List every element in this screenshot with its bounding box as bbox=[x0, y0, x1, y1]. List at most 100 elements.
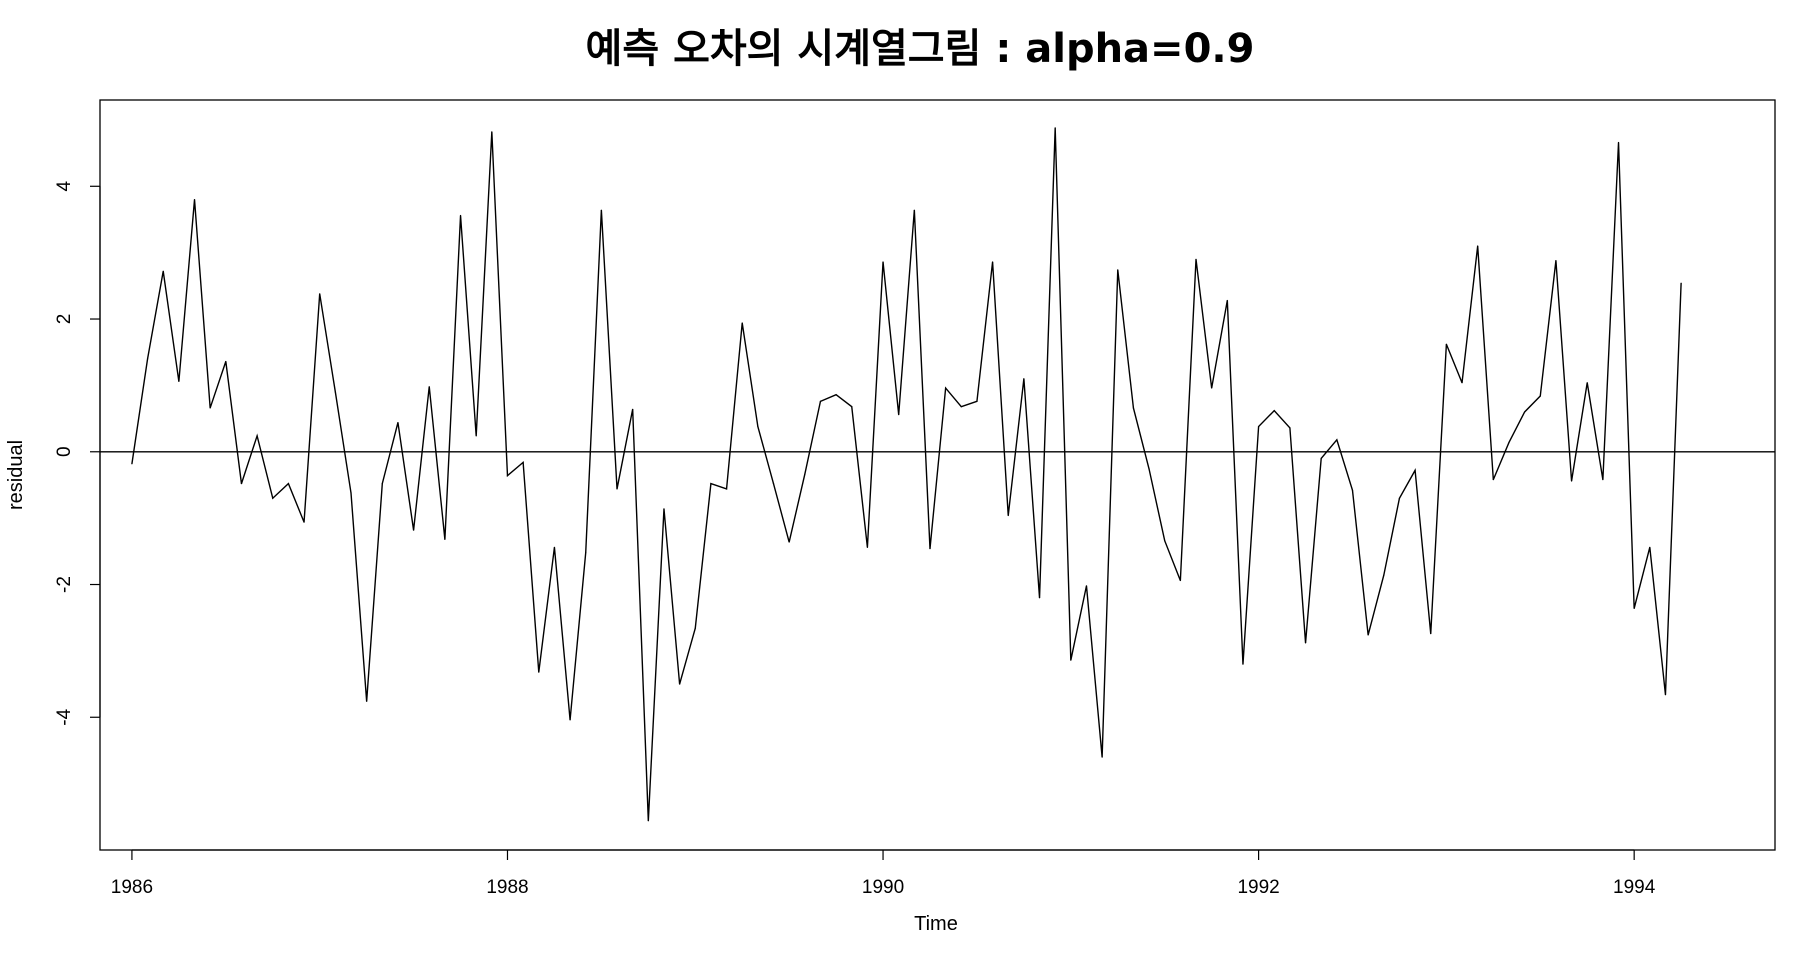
data-point-57 bbox=[1007, 514, 1009, 517]
data-point-85 bbox=[1445, 343, 1447, 345]
data-point-46 bbox=[835, 394, 837, 396]
chart-title: 예측 오차의 시계열그림 : alpha=0.9 bbox=[586, 26, 1255, 72]
data-point-50 bbox=[898, 414, 900, 416]
data-points-group bbox=[131, 127, 1682, 822]
data-point-77 bbox=[1320, 457, 1322, 460]
data-point-5 bbox=[193, 198, 196, 201]
data-point-17 bbox=[381, 483, 383, 485]
data-point-38 bbox=[710, 483, 712, 485]
data-point-41 bbox=[757, 425, 759, 428]
data-point-100 bbox=[1680, 282, 1682, 284]
x-tick-label: 1986 bbox=[111, 877, 153, 898]
y-axis: -4 -2 0 2 4 bbox=[54, 181, 101, 726]
data-point-29 bbox=[569, 719, 571, 721]
data-point-92 bbox=[1555, 260, 1557, 262]
data-point-65 bbox=[1132, 407, 1135, 409]
data-point-13 bbox=[319, 293, 321, 295]
data-point-79 bbox=[1351, 489, 1354, 491]
data-point-21 bbox=[444, 538, 446, 540]
data-point-74 bbox=[1273, 410, 1275, 412]
y-tick-label: 2 bbox=[54, 314, 75, 325]
data-point-78 bbox=[1336, 439, 1338, 441]
data-point-99 bbox=[1664, 694, 1667, 696]
data-point-24 bbox=[491, 131, 493, 133]
data-point-20 bbox=[428, 386, 430, 388]
data-point-55 bbox=[976, 400, 978, 402]
data-point-69 bbox=[1195, 258, 1197, 260]
data-point-58 bbox=[1023, 378, 1025, 380]
data-point-26 bbox=[522, 461, 524, 463]
data-point-64 bbox=[1117, 269, 1119, 271]
data-point-81 bbox=[1383, 574, 1385, 576]
data-point-70 bbox=[1211, 387, 1213, 389]
data-point-3 bbox=[162, 270, 164, 272]
data-point-86 bbox=[1461, 382, 1463, 384]
data-point-37 bbox=[694, 627, 696, 629]
data-point-11 bbox=[287, 483, 290, 485]
data-point-68 bbox=[1179, 579, 1181, 582]
y-axis-label: residual bbox=[5, 440, 27, 510]
data-point-80 bbox=[1367, 634, 1369, 636]
data-point-66 bbox=[1148, 468, 1150, 470]
data-point-60 bbox=[1054, 127, 1056, 129]
data-point-19 bbox=[412, 529, 415, 531]
data-point-36 bbox=[679, 683, 681, 685]
data-point-35 bbox=[663, 508, 665, 510]
data-point-87 bbox=[1477, 245, 1479, 247]
data-point-15 bbox=[350, 492, 352, 494]
data-point-4 bbox=[178, 380, 180, 383]
data-point-10 bbox=[272, 497, 274, 499]
y-tick-label: 0 bbox=[54, 446, 75, 457]
data-point-1 bbox=[131, 463, 133, 465]
data-point-51 bbox=[913, 209, 915, 211]
y-tick-label: 4 bbox=[54, 181, 75, 192]
data-point-43 bbox=[788, 541, 790, 543]
data-point-44 bbox=[804, 473, 806, 475]
data-point-91 bbox=[1539, 395, 1541, 397]
data-point-96 bbox=[1617, 141, 1620, 144]
data-point-23 bbox=[475, 435, 477, 437]
x-tick-label: 1990 bbox=[862, 877, 904, 898]
data-point-16 bbox=[366, 700, 368, 702]
data-point-76 bbox=[1304, 642, 1307, 644]
data-point-56 bbox=[991, 261, 994, 263]
data-point-67 bbox=[1164, 540, 1166, 542]
data-point-95 bbox=[1602, 479, 1604, 481]
data-point-31 bbox=[600, 209, 602, 211]
data-point-90 bbox=[1524, 411, 1526, 413]
data-point-27 bbox=[538, 671, 540, 673]
data-point-89 bbox=[1508, 441, 1510, 444]
data-point-47 bbox=[851, 406, 853, 408]
y-tick-label: -2 bbox=[54, 576, 75, 593]
data-point-18 bbox=[397, 421, 399, 424]
data-point-40 bbox=[741, 322, 743, 324]
data-point-9 bbox=[256, 435, 258, 437]
x-tick-label: 1988 bbox=[486, 877, 528, 898]
data-point-72 bbox=[1242, 663, 1244, 665]
x-axis: 1986 1988 1990 1992 1994 bbox=[111, 849, 1656, 898]
data-point-39 bbox=[725, 488, 728, 490]
data-point-32 bbox=[616, 488, 618, 490]
data-point-28 bbox=[553, 546, 556, 548]
data-point-42 bbox=[772, 483, 775, 485]
data-point-7 bbox=[225, 360, 227, 363]
data-point-54 bbox=[960, 406, 962, 408]
x-tick-label: 1992 bbox=[1237, 877, 1279, 898]
data-point-14 bbox=[334, 391, 336, 393]
data-point-30 bbox=[585, 552, 587, 554]
data-point-88 bbox=[1492, 479, 1494, 481]
data-point-22 bbox=[459, 214, 462, 217]
data-point-82 bbox=[1398, 497, 1401, 499]
data-point-59 bbox=[1038, 597, 1041, 599]
data-point-63 bbox=[1101, 756, 1103, 758]
data-point-53 bbox=[945, 387, 947, 389]
data-point-73 bbox=[1258, 425, 1260, 428]
data-point-62 bbox=[1085, 585, 1088, 587]
data-point-34 bbox=[647, 820, 649, 822]
data-point-98 bbox=[1649, 546, 1651, 548]
data-point-48 bbox=[866, 546, 869, 548]
data-point-52 bbox=[929, 548, 931, 550]
data-point-93 bbox=[1570, 480, 1573, 482]
